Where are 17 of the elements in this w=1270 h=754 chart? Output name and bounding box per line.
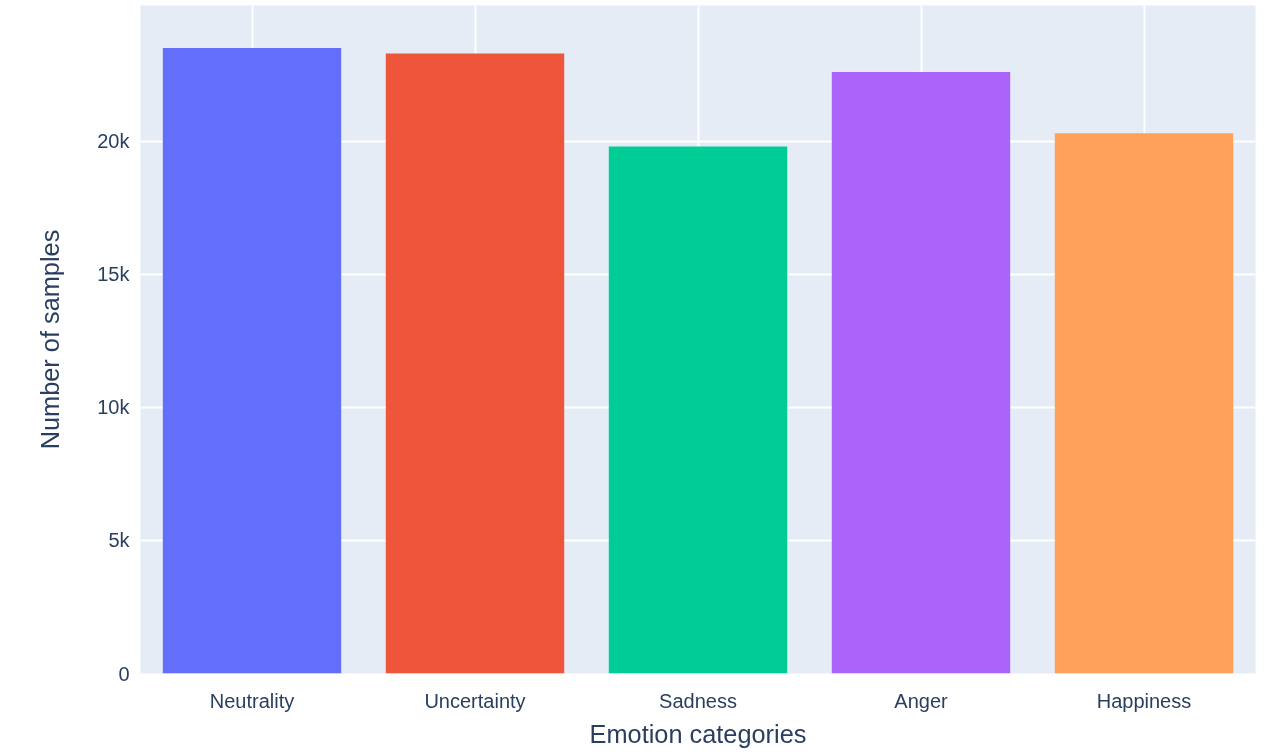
bar bbox=[385, 53, 565, 674]
x-tick-label: Sadness bbox=[659, 689, 737, 712]
bar bbox=[831, 72, 1011, 674]
x-axis-title: Emotion categories bbox=[589, 719, 807, 748]
y-tick-label: 10k bbox=[97, 396, 131, 419]
x-tick-label: Happiness bbox=[1096, 689, 1192, 712]
bar bbox=[608, 146, 788, 674]
bar bbox=[162, 48, 342, 674]
bar bbox=[1054, 133, 1234, 674]
y-tick-label: 0 bbox=[118, 662, 130, 685]
y-tick-label: 20k bbox=[97, 130, 131, 153]
x-tick-label: Uncertainty bbox=[424, 689, 526, 712]
x-tick-label: Anger bbox=[894, 689, 949, 712]
y-tick-label: 5k bbox=[108, 529, 131, 552]
y-axis-title: Number of samples bbox=[36, 229, 65, 450]
x-tick-label: Neutrality bbox=[209, 689, 295, 712]
y-tick-label: 15k bbox=[97, 263, 131, 286]
